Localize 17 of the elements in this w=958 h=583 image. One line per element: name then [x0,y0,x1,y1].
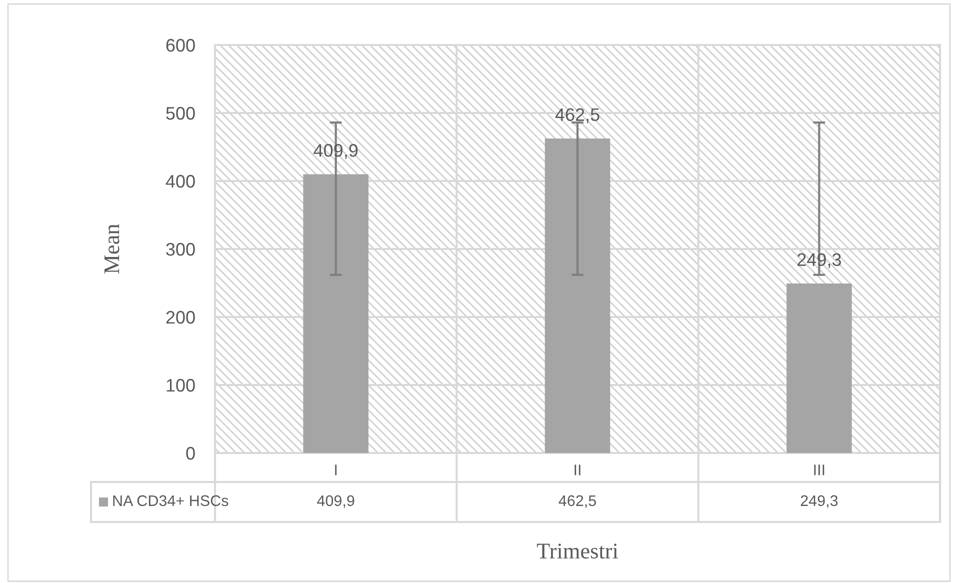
x-tick-label: II [574,464,580,476]
x-axis-title: Trimestri [536,544,618,559]
data-label: 462,5 [558,495,596,508]
y-tick-label: 100 [166,378,195,392]
y-tick-label: 400 [166,174,195,188]
x-tick-label: III [814,464,824,476]
x-tick-label: I [335,464,337,476]
data-label: 249,3 [800,495,838,508]
y-tick-label: 300 [166,242,195,256]
y-tick-label: 200 [166,310,195,324]
data-label: 409,9 [317,495,354,508]
y-tick-label: 0 [186,446,195,460]
y-tick-label: 500 [166,106,195,120]
text: 462,5 [555,108,600,124]
legend-label: NA CD34+ HSCs [113,495,228,506]
y-axis-title: Mean [104,224,120,274]
y-tick-label: 600 [166,38,195,52]
